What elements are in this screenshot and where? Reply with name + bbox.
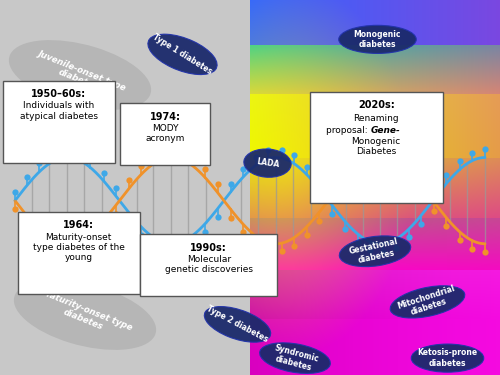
Text: 1974:: 1974: bbox=[150, 112, 180, 122]
Ellipse shape bbox=[204, 307, 270, 342]
Text: Monogenic
diabetes: Monogenic diabetes bbox=[354, 30, 401, 49]
Text: LADA: LADA bbox=[256, 157, 280, 169]
Ellipse shape bbox=[411, 344, 484, 372]
Text: 1964:: 1964: bbox=[63, 220, 94, 231]
Ellipse shape bbox=[148, 34, 217, 75]
Text: MODY
acronym: MODY acronym bbox=[146, 124, 184, 143]
Ellipse shape bbox=[244, 149, 291, 177]
Ellipse shape bbox=[340, 236, 410, 267]
Ellipse shape bbox=[14, 280, 156, 350]
Ellipse shape bbox=[339, 26, 416, 54]
FancyBboxPatch shape bbox=[18, 212, 140, 294]
Text: Syndromic
diabetes: Syndromic diabetes bbox=[270, 343, 320, 374]
Text: Renaming: Renaming bbox=[354, 114, 399, 123]
Text: Maturity-onset
type diabetes of the
young: Maturity-onset type diabetes of the youn… bbox=[33, 232, 124, 262]
FancyBboxPatch shape bbox=[310, 92, 442, 202]
FancyBboxPatch shape bbox=[120, 103, 210, 165]
Text: Gestational
diabetes: Gestational diabetes bbox=[348, 237, 402, 266]
Ellipse shape bbox=[9, 40, 151, 110]
Text: Gene-: Gene- bbox=[370, 126, 400, 135]
Text: Monogenic: Monogenic bbox=[352, 137, 401, 146]
Ellipse shape bbox=[260, 343, 330, 374]
Text: Type 2 diabetes: Type 2 diabetes bbox=[206, 304, 270, 344]
Text: Maturity-onset type
diabetes: Maturity-onset type diabetes bbox=[36, 288, 134, 342]
Text: Diabetes: Diabetes bbox=[356, 147, 397, 156]
FancyBboxPatch shape bbox=[140, 234, 278, 296]
Ellipse shape bbox=[390, 286, 465, 318]
Text: 1990s:: 1990s: bbox=[190, 243, 227, 253]
Text: Juvenile-onset type
diabetes: Juvenile-onset type diabetes bbox=[32, 48, 128, 102]
Text: Molecular
genetic discoveries: Molecular genetic discoveries bbox=[165, 255, 253, 274]
Text: 1950–60s:: 1950–60s: bbox=[31, 89, 86, 99]
FancyBboxPatch shape bbox=[2, 81, 115, 163]
Text: 2020s:: 2020s: bbox=[358, 100, 395, 111]
Text: Ketosis-prone
diabetes: Ketosis-prone diabetes bbox=[418, 348, 478, 368]
Text: proposal:: proposal: bbox=[326, 126, 370, 135]
Text: Individuals with
atypical diabetes: Individuals with atypical diabetes bbox=[20, 101, 98, 121]
Text: Type 1 diabetes: Type 1 diabetes bbox=[151, 33, 214, 76]
Text: Mitochondrial
diabetes: Mitochondrial diabetes bbox=[396, 284, 459, 320]
